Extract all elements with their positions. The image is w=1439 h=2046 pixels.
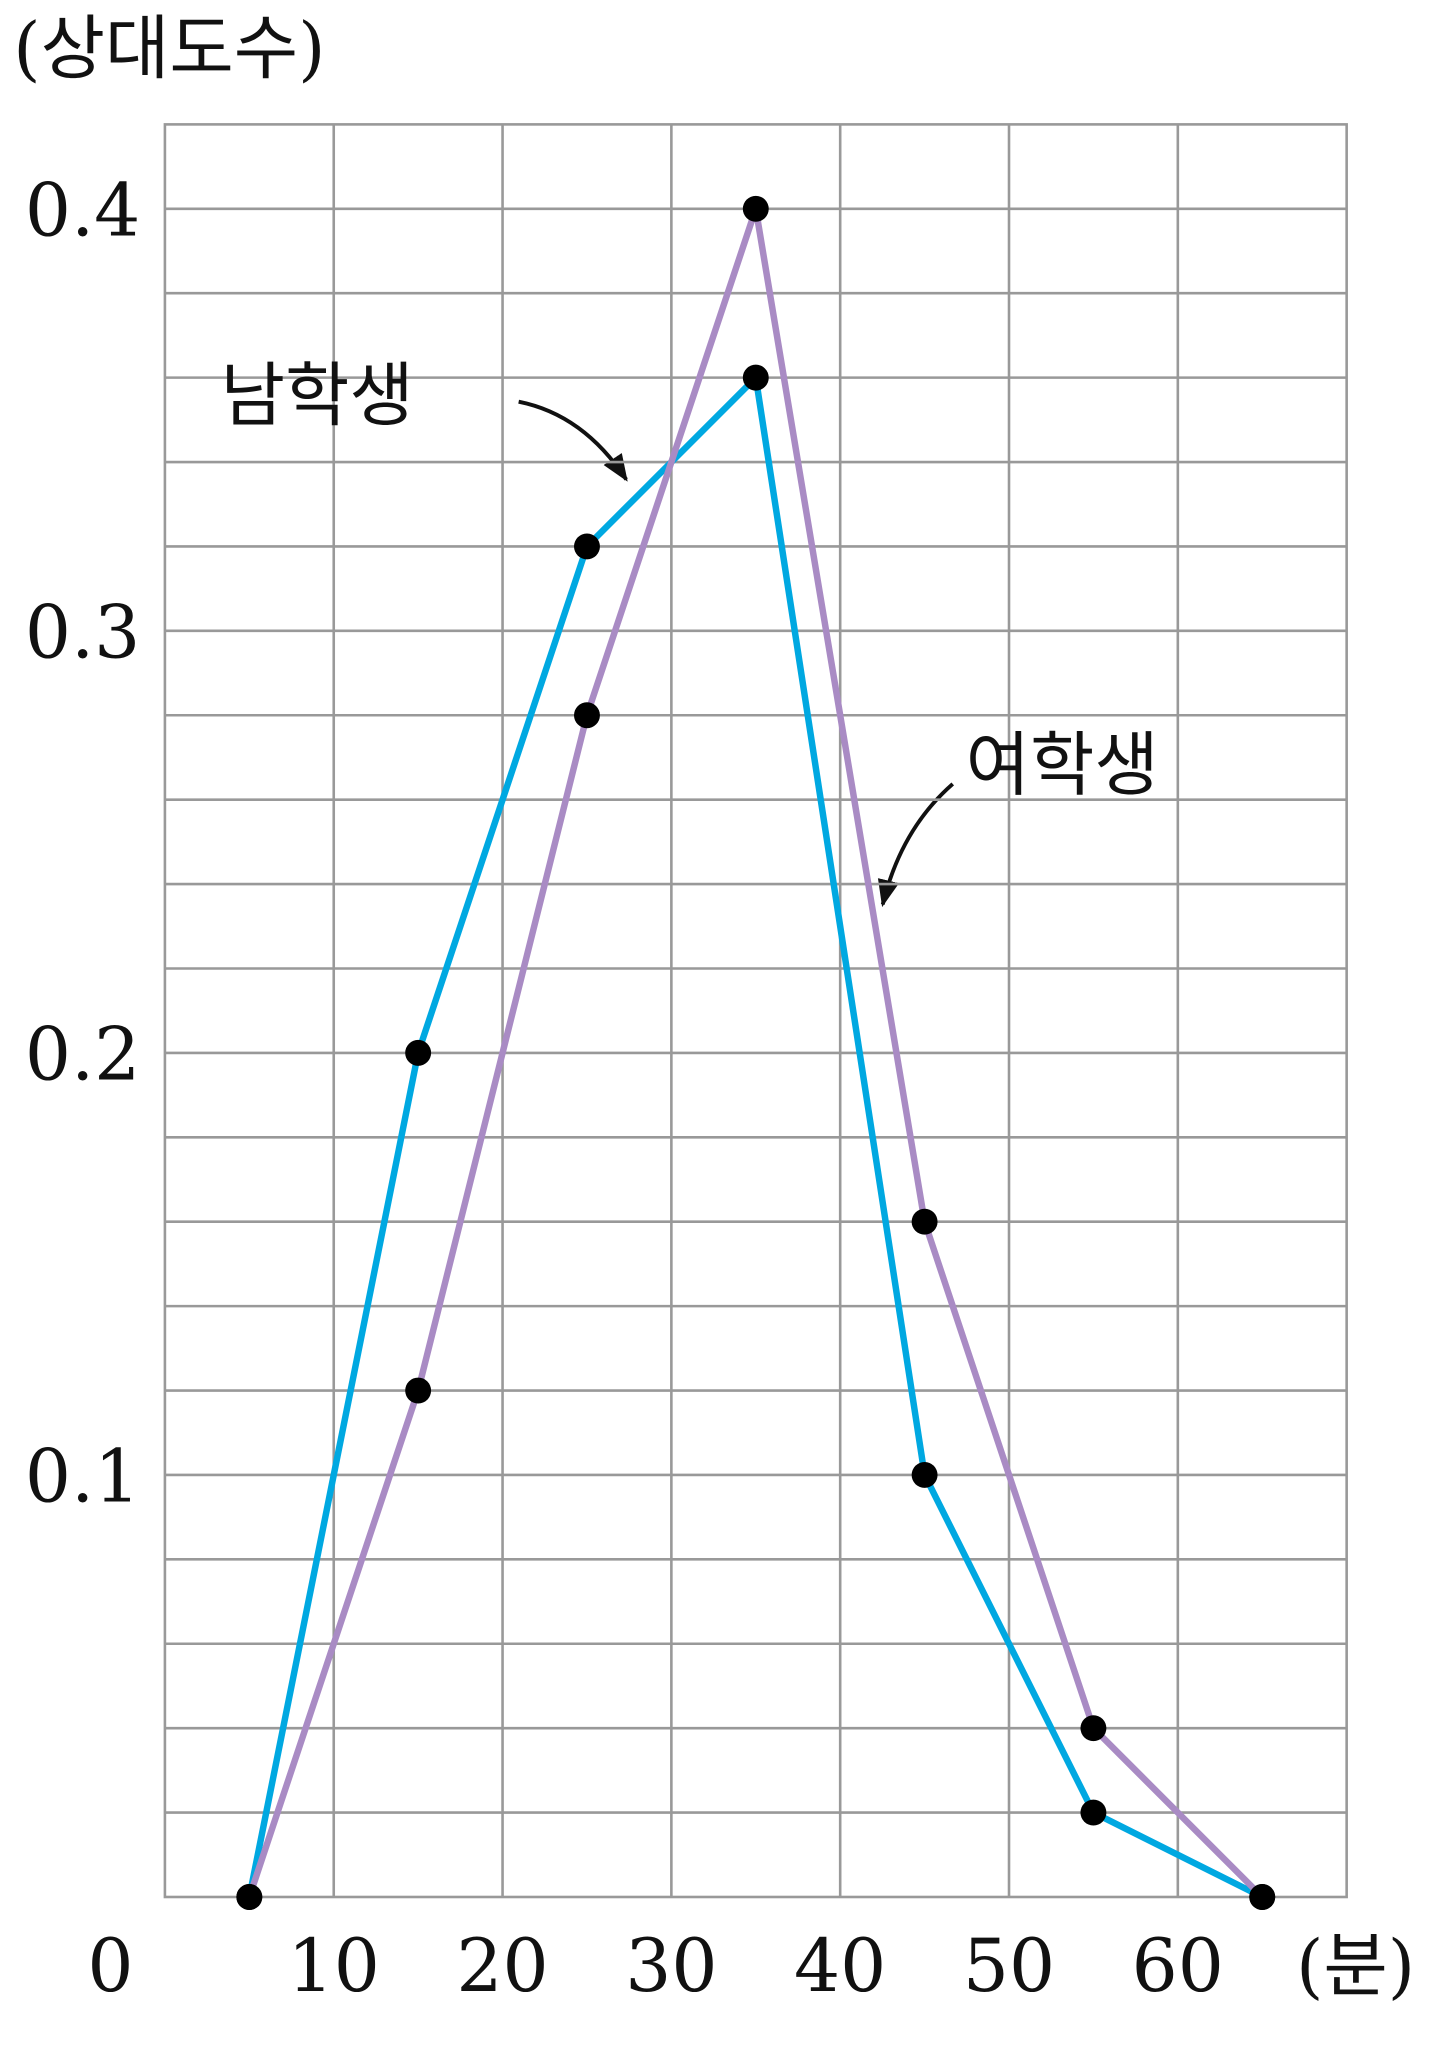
data-point <box>405 1039 432 1066</box>
x-tick-label: 60 <box>1132 1925 1224 2009</box>
data-point <box>1249 1884 1276 1910</box>
x-tick-label: 50 <box>963 1925 1055 2009</box>
x-tick-label: 10 <box>288 1925 380 2009</box>
y-tick-label: 0.1 <box>25 1436 140 1520</box>
x-tick-label: 30 <box>625 1925 717 2009</box>
x-axis-label: (분) <box>1296 1925 1415 2007</box>
series-label: 여학생 <box>966 724 1159 806</box>
x-tick-label: 20 <box>456 1925 548 2009</box>
y-axis-label: (상대도수) <box>13 7 325 89</box>
data-point <box>236 1884 263 1910</box>
series-label: 남학생 <box>221 355 414 437</box>
y-tick-label: 0.3 <box>25 592 140 676</box>
data-point <box>1080 1799 1107 1826</box>
data-point <box>742 364 769 391</box>
x-tick-label: 40 <box>794 1925 886 2009</box>
x-tick-label: 0 <box>87 1925 133 2009</box>
data-point <box>911 1208 938 1235</box>
data-point <box>405 1377 432 1404</box>
annotation-arrow <box>877 782 955 908</box>
y-tick-label: 0.2 <box>25 1014 140 1098</box>
data-point <box>742 195 769 222</box>
plot-frame <box>163 123 1348 1899</box>
data-point <box>1080 1715 1107 1742</box>
data-point <box>574 702 600 729</box>
y-tick-label: 0.4 <box>25 170 140 254</box>
data-point <box>911 1461 938 1488</box>
annotation-arrow <box>518 399 628 482</box>
data-point <box>574 533 600 560</box>
